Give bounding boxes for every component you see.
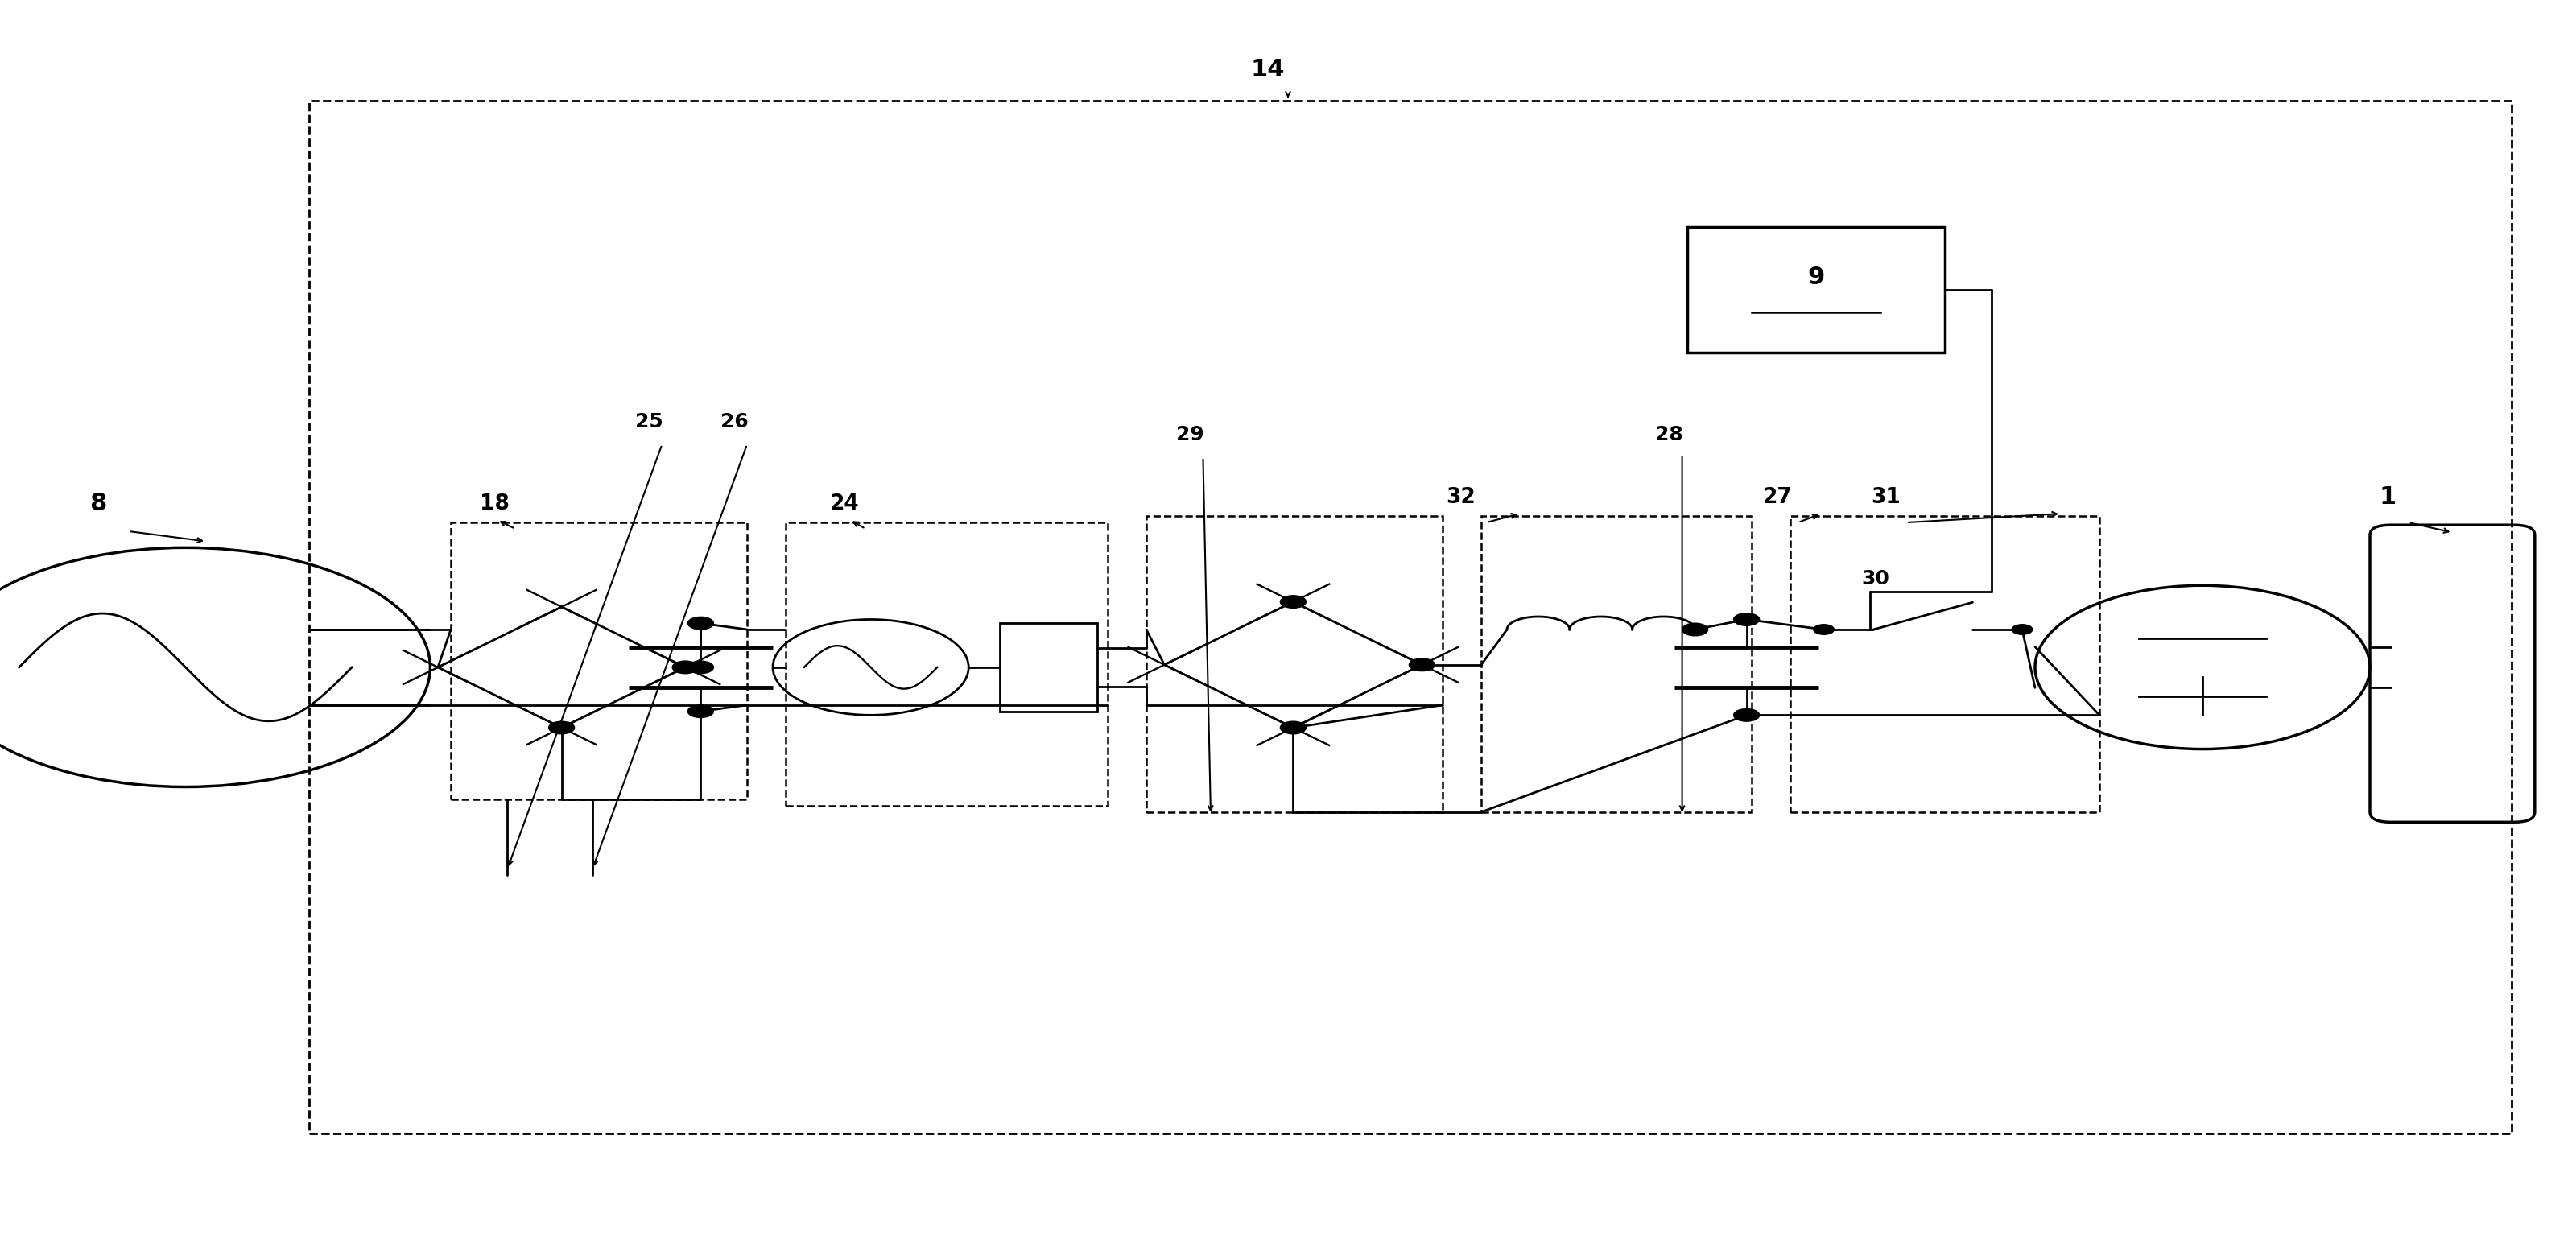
Text: 24: 24 xyxy=(829,494,860,514)
Circle shape xyxy=(1280,596,1306,608)
Circle shape xyxy=(1734,709,1759,721)
Circle shape xyxy=(688,617,714,630)
Text: 18: 18 xyxy=(479,494,510,514)
Circle shape xyxy=(1280,721,1306,734)
Circle shape xyxy=(688,705,714,718)
Text: 30: 30 xyxy=(1862,569,1888,589)
Circle shape xyxy=(672,661,698,674)
Text: 8: 8 xyxy=(90,492,106,515)
Circle shape xyxy=(688,661,714,674)
Circle shape xyxy=(1734,613,1759,626)
Circle shape xyxy=(1814,624,1834,635)
Circle shape xyxy=(2012,624,2032,635)
Text: 28: 28 xyxy=(1656,424,1682,444)
Circle shape xyxy=(549,721,574,734)
Text: 31: 31 xyxy=(1870,487,1901,507)
Text: 29: 29 xyxy=(1177,424,1203,444)
Text: 9: 9 xyxy=(1808,266,1824,288)
Text: 14: 14 xyxy=(1249,58,1285,81)
Text: 27: 27 xyxy=(1762,487,1793,507)
Text: 1: 1 xyxy=(2380,486,2396,509)
Circle shape xyxy=(1682,623,1708,636)
Text: 25: 25 xyxy=(636,412,662,432)
Circle shape xyxy=(1409,658,1435,671)
Text: 26: 26 xyxy=(721,412,747,432)
Text: 32: 32 xyxy=(1445,487,1476,507)
